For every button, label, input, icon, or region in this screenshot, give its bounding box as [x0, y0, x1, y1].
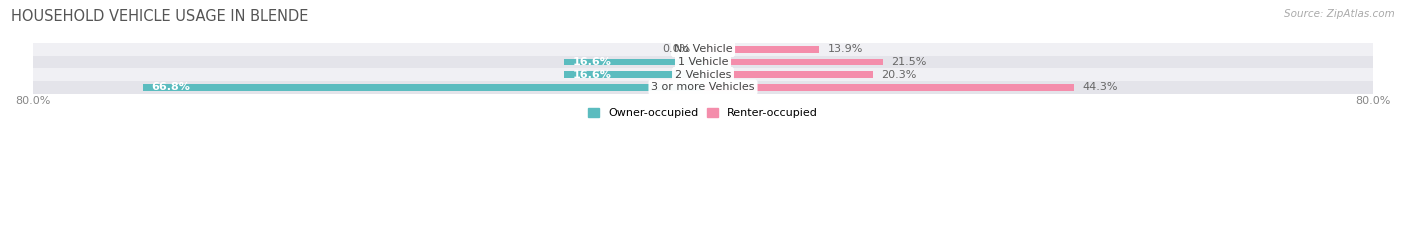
Bar	[703, 71, 873, 78]
Bar	[32, 56, 1374, 68]
Text: HOUSEHOLD VEHICLE USAGE IN BLENDE: HOUSEHOLD VEHICLE USAGE IN BLENDE	[11, 9, 309, 24]
Text: 2 Vehicles: 2 Vehicles	[675, 70, 731, 80]
Text: 66.8%: 66.8%	[152, 82, 191, 92]
Text: 13.9%: 13.9%	[828, 44, 863, 54]
Bar	[143, 84, 703, 91]
Text: 44.3%: 44.3%	[1083, 82, 1118, 92]
Bar	[32, 68, 1374, 81]
Bar	[703, 84, 1074, 91]
Bar	[703, 46, 820, 53]
Bar	[564, 71, 703, 78]
Text: 16.6%: 16.6%	[572, 57, 612, 67]
Text: 1 Vehicle: 1 Vehicle	[678, 57, 728, 67]
Text: No Vehicle: No Vehicle	[673, 44, 733, 54]
Bar	[703, 59, 883, 65]
Text: 0.0%: 0.0%	[662, 44, 690, 54]
Bar	[32, 81, 1374, 94]
Bar	[564, 59, 703, 65]
Bar	[32, 43, 1374, 56]
Text: 20.3%: 20.3%	[882, 70, 917, 80]
Text: 21.5%: 21.5%	[891, 57, 927, 67]
Text: Source: ZipAtlas.com: Source: ZipAtlas.com	[1284, 9, 1395, 19]
Legend: Owner-occupied, Renter-occupied: Owner-occupied, Renter-occupied	[586, 107, 820, 120]
Text: 16.6%: 16.6%	[572, 70, 612, 80]
Text: 3 or more Vehicles: 3 or more Vehicles	[651, 82, 755, 92]
